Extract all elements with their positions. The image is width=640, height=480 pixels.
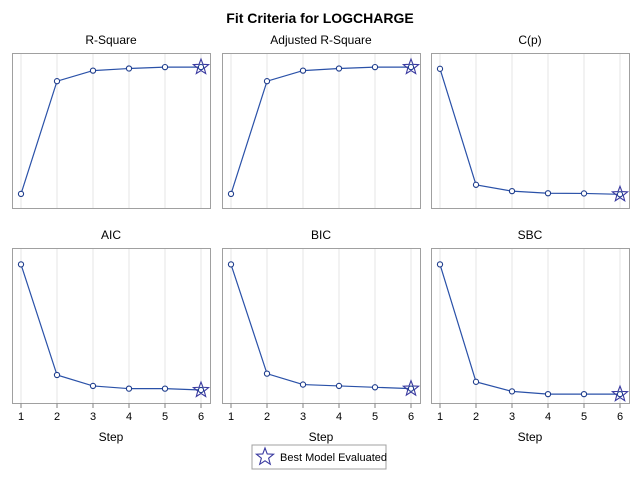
data-point-c-p-step6 bbox=[616, 191, 624, 198]
data-point-c-p-step2 bbox=[472, 181, 480, 188]
x-tick-label-sbc-2: 2 bbox=[473, 411, 479, 423]
data-point-sbc-step5 bbox=[580, 390, 588, 398]
data-point-c-p-step4 bbox=[544, 190, 552, 197]
data-point-aic-step6 bbox=[197, 386, 205, 394]
panel-title-c-p: C(p) bbox=[518, 33, 541, 47]
panel-title-sbc: SBC bbox=[518, 228, 543, 242]
data-point-r-square-step2 bbox=[53, 78, 61, 85]
data-point-bic-step4 bbox=[335, 382, 343, 390]
best-model-marker-aic bbox=[191, 380, 211, 398]
x-tick-label-bic-1: 1 bbox=[228, 411, 234, 423]
panel-r-square: R-Square bbox=[12, 33, 211, 209]
x-tick-label-aic-4: 4 bbox=[126, 411, 132, 423]
series-line-c-p bbox=[439, 68, 621, 195]
x-tick-label-sbc-4: 4 bbox=[545, 411, 551, 423]
data-point-aic-step5 bbox=[161, 385, 169, 392]
plot-frame-bic bbox=[222, 248, 421, 404]
data-point-adjusted-r-square-step6 bbox=[407, 63, 415, 71]
x-tick-label-bic-3: 3 bbox=[300, 411, 306, 423]
data-point-adjusted-r-square-step5 bbox=[371, 63, 379, 71]
legend-label: Best Model Evaluated bbox=[280, 452, 387, 464]
data-point-r-square-step4 bbox=[125, 65, 133, 72]
x-tick-label-sbc-6: 6 bbox=[617, 411, 623, 423]
x-axis-labels: Step Step Step bbox=[99, 430, 543, 444]
x-tick-label-bic-6: 6 bbox=[408, 411, 414, 423]
data-point-adjusted-r-square-step1 bbox=[227, 190, 235, 198]
best-model-marker-bic bbox=[401, 379, 421, 397]
best-model-marker-c-p bbox=[610, 184, 630, 203]
x-tick-label-sbc-3: 3 bbox=[509, 411, 515, 423]
data-point-sbc-step1 bbox=[436, 261, 444, 268]
legend: Best Model Evaluated bbox=[251, 444, 387, 470]
data-point-adjusted-r-square-step4 bbox=[335, 65, 343, 72]
x-tick-label-bic-5: 5 bbox=[372, 411, 378, 423]
data-point-aic-step2 bbox=[53, 371, 61, 379]
data-point-aic-step1 bbox=[17, 261, 25, 268]
data-point-r-square-step6 bbox=[197, 63, 205, 71]
data-point-c-p-step1 bbox=[436, 65, 444, 72]
data-point-adjusted-r-square-step2 bbox=[263, 78, 271, 85]
data-point-sbc-step6 bbox=[616, 390, 624, 398]
panel-sbc: SBC 1 2 3 4 5 6 bbox=[431, 228, 630, 423]
x-tick-label-sbc-5: 5 bbox=[581, 411, 587, 423]
panel-aic: AIC 1 2 3 4 5 6 bbox=[12, 228, 211, 423]
x-axis-label-aic: Step bbox=[99, 430, 124, 444]
data-point-sbc-step3 bbox=[508, 388, 516, 395]
data-point-sbc-step2 bbox=[472, 378, 480, 385]
x-tick-label-bic-4: 4 bbox=[336, 411, 342, 423]
plot-frame-aic bbox=[12, 248, 211, 404]
x-tick-label-aic-2: 2 bbox=[54, 411, 60, 423]
chart-title: Fit Criteria for LOGCHARGE bbox=[226, 10, 413, 26]
best-model-marker-sbc bbox=[610, 384, 630, 402]
x-tick-label-aic-1: 1 bbox=[18, 411, 24, 423]
x-tick-label-bic-2: 2 bbox=[264, 411, 270, 423]
series-line-sbc bbox=[439, 264, 620, 395]
data-point-r-square-step3 bbox=[89, 67, 97, 74]
panel-adjusted-r-square: Adjusted R-Square bbox=[222, 33, 421, 209]
x-tick-label-aic-6: 6 bbox=[198, 411, 204, 423]
panel-bic: BIC 1 2 3 4 5 6 bbox=[222, 228, 421, 423]
data-point-c-p-step5 bbox=[580, 190, 588, 197]
data-point-bic-step2 bbox=[263, 370, 271, 377]
panel-title-r-square: R-Square bbox=[85, 33, 137, 47]
best-model-star-icon bbox=[254, 446, 276, 466]
x-tick-label-aic-5: 5 bbox=[162, 411, 168, 423]
series-line-r-square bbox=[20, 66, 201, 195]
data-point-sbc-step4 bbox=[544, 390, 552, 398]
data-point-bic-step3 bbox=[299, 381, 307, 388]
data-point-aic-step3 bbox=[89, 382, 97, 390]
panel-title-bic: BIC bbox=[311, 228, 331, 242]
plot-frame-adjusted-r-square bbox=[222, 53, 421, 209]
series-line-adjusted-r-square bbox=[230, 66, 411, 195]
plot-frame-c-p bbox=[431, 53, 630, 209]
panel-title-aic: AIC bbox=[101, 228, 121, 242]
data-point-aic-step4 bbox=[125, 385, 133, 392]
x-tick-label-aic-3: 3 bbox=[90, 411, 96, 423]
x-tick-label-sbc-1: 1 bbox=[437, 411, 443, 423]
plot-frame-sbc bbox=[431, 248, 630, 404]
legend-box bbox=[251, 444, 387, 470]
panel-c-p: C(p) bbox=[431, 33, 630, 209]
data-point-bic-step1 bbox=[227, 261, 235, 268]
data-point-bic-step6 bbox=[407, 385, 415, 392]
data-point-adjusted-r-square-step3 bbox=[299, 67, 307, 74]
best-model-marker-r-square bbox=[191, 57, 211, 75]
best-model-marker-adjusted-r-square bbox=[401, 57, 421, 75]
series-line-aic bbox=[20, 264, 202, 391]
x-axis-label-sbc: Step bbox=[518, 430, 543, 444]
data-point-c-p-step3 bbox=[508, 187, 516, 195]
plot-frame-r-square bbox=[12, 53, 211, 209]
x-axis-label-bic: Step bbox=[309, 430, 334, 444]
data-point-r-square-step1 bbox=[17, 190, 25, 198]
data-point-bic-step5 bbox=[371, 384, 379, 391]
panel-title-adjusted-r-square: Adjusted R-Square bbox=[270, 33, 372, 47]
data-point-r-square-step5 bbox=[161, 63, 169, 71]
series-line-bic bbox=[230, 264, 412, 390]
